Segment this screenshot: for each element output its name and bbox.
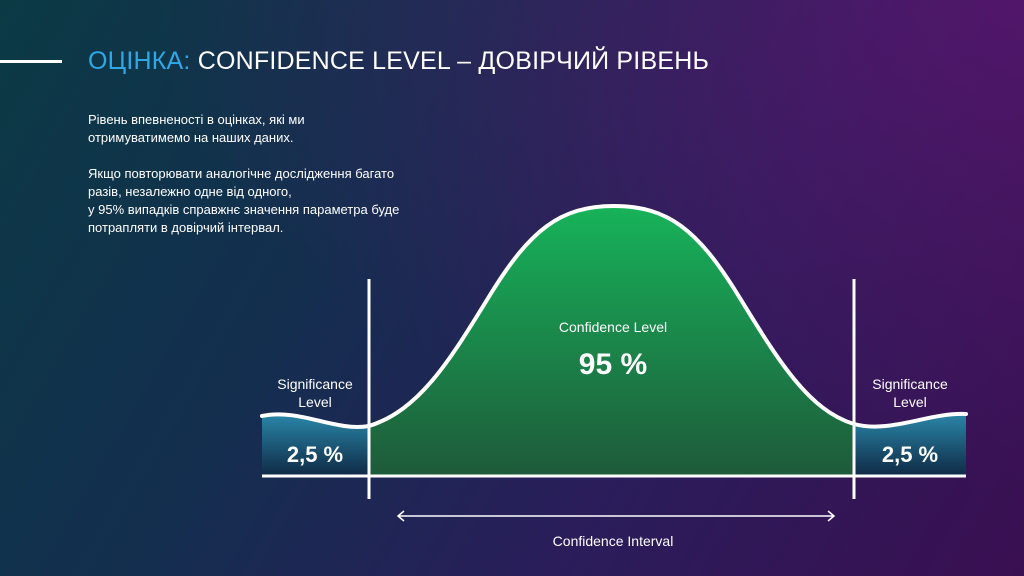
page-title: ОЦІНКА: CONFIDENCE LEVEL – ДОВІРЧИЙ РІВЕ… bbox=[88, 47, 709, 76]
left-tail-region bbox=[262, 414, 369, 476]
description: Рівень впевненості в оцінках, які ми отр… bbox=[88, 111, 438, 255]
right-tail-label-line2: Level bbox=[893, 394, 926, 410]
description-line: Рівень впевненості в оцінках, які ми bbox=[88, 112, 305, 127]
right-tail-label-line1: Significance bbox=[872, 376, 948, 392]
right-tail-region bbox=[854, 413, 966, 476]
description-paragraph-1: Рівень впевненості в оцінках, які ми отр… bbox=[88, 111, 438, 147]
left-tail-label-line1: Significance bbox=[277, 376, 353, 392]
description-paragraph-2: Якщо повторювати аналогічне дослідження … bbox=[88, 165, 438, 237]
description-line: отримуватимемо на наших даних. bbox=[88, 130, 294, 145]
confidence-interval-arrow bbox=[396, 510, 836, 522]
description-line: Якщо повторювати аналогічне дослідження … bbox=[88, 166, 395, 181]
confidence-region bbox=[369, 206, 854, 476]
description-line: потрапляти в довірчий інтервал. bbox=[88, 220, 284, 235]
title-accent: ОЦІНКА: bbox=[88, 47, 191, 75]
bell-curve bbox=[260, 203, 968, 429]
confidence-level-label: Confidence Level bbox=[559, 319, 667, 335]
description-line: разів, незалежно одне від одного, bbox=[88, 184, 292, 199]
confidence-level-value: 95 % bbox=[579, 348, 647, 381]
description-line: у 95% випадків справжнє значення парамет… bbox=[88, 202, 400, 217]
confidence-interval-label: Confidence Interval bbox=[553, 533, 674, 549]
title-accent-rule bbox=[0, 60, 62, 63]
left-tail-value: 2,5 % bbox=[287, 442, 343, 467]
left-tail-label-line2: Level bbox=[298, 394, 331, 410]
right-tail-value: 2,5 % bbox=[882, 442, 938, 467]
title-main: CONFIDENCE LEVEL – ДОВІРЧИЙ РІВЕНЬ bbox=[197, 47, 710, 75]
